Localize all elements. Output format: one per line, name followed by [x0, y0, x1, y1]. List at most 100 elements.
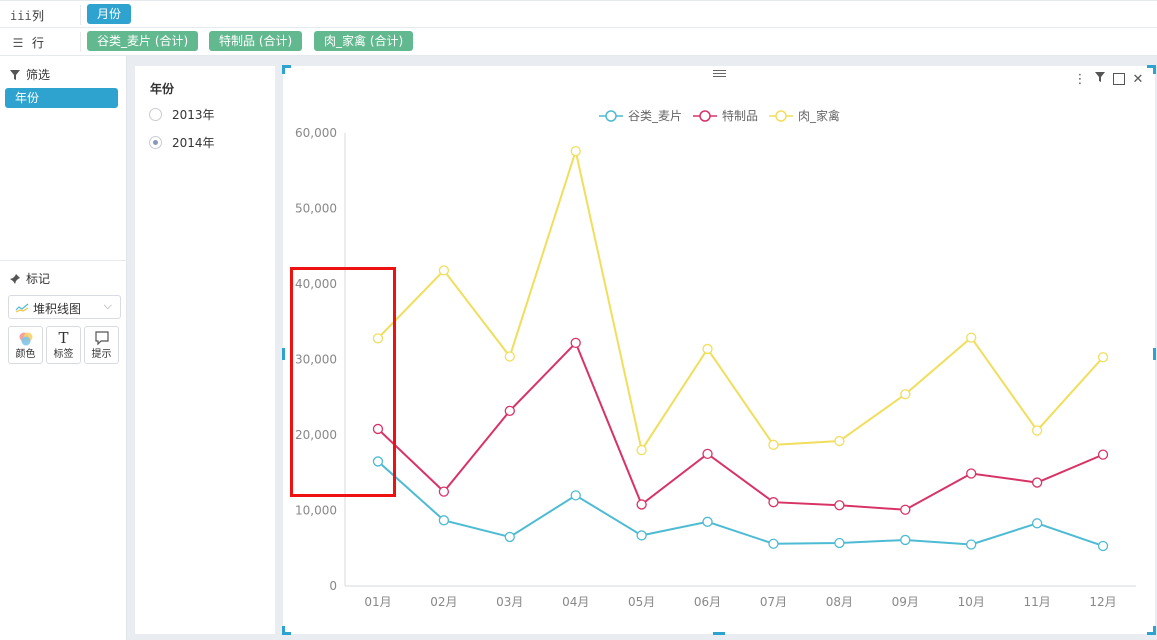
chart-series [372, 145, 1109, 552]
legend-swatch-marker [699, 110, 711, 122]
columns-shelf: iii 列 月份 [0, 0, 1157, 28]
x-tick-label: 06月 [694, 595, 721, 609]
series-line [377, 341, 1104, 511]
rows-pill-cereal[interactable]: 谷类_麦片 (合计) [87, 31, 199, 51]
year-option-2014[interactable]: 2014年 [149, 134, 215, 151]
resize-edge-handle[interactable] [1153, 348, 1156, 360]
y-tick-label: 30,000 [295, 353, 337, 367]
columns-icon: iii [10, 8, 32, 23]
drag-handle-icon[interactable] [713, 70, 726, 78]
data-point [1031, 477, 1043, 488]
rows-shelf-label: ☰ 行 [10, 34, 44, 51]
year-option-2013[interactable]: 2013年 [149, 106, 215, 123]
x-tick-label: 07月 [760, 595, 787, 609]
data-point [438, 515, 450, 526]
data-point [570, 490, 581, 501]
data-point [768, 538, 779, 549]
data-point [900, 504, 911, 515]
data-point [438, 265, 450, 276]
filter-section-header: 筛选 [9, 66, 50, 83]
data-point [834, 435, 845, 447]
columns-pill-month[interactable]: 月份 [87, 4, 132, 24]
filter-section-title: 筛选 [26, 68, 51, 82]
left-sidebar: 筛选 年份 标记 堆积线图 ⌵ 颜色 T 标签 [0, 56, 127, 640]
label-mark-label: 标签 [53, 349, 74, 360]
color-dots-icon [9, 327, 42, 349]
color-mark-button[interactable]: 颜色 [8, 326, 43, 364]
y-tick-label: 0 [329, 579, 337, 593]
data-point [636, 530, 647, 541]
columns-shelf-label: iii 列 [10, 7, 44, 24]
data-point [966, 332, 977, 343]
line-chart-icon [15, 303, 29, 313]
marks-section-title: 标记 [26, 272, 51, 286]
more-vertical-icon[interactable]: ⋮ [1073, 71, 1087, 87]
resize-corner-handle[interactable] [282, 65, 291, 74]
data-point [372, 333, 384, 344]
data-point [372, 423, 384, 435]
x-tick-label: 09月 [892, 595, 919, 609]
data-point [702, 343, 713, 355]
year-option-label: 2013年 [172, 108, 215, 122]
year-option-label: 2014年 [172, 136, 215, 150]
series-line [377, 147, 1104, 453]
resize-edge-handle[interactable] [282, 348, 285, 360]
rows-pill-meat-poultry[interactable]: 肉_家禽 (合计) [314, 31, 414, 51]
funnel-icon[interactable] [1093, 71, 1107, 87]
data-point [372, 456, 384, 467]
maximize-icon[interactable] [1113, 73, 1125, 85]
legend-swatch-marker [605, 110, 617, 122]
data-point [504, 405, 515, 416]
y-tick-label: 40,000 [295, 277, 337, 291]
highlight-annotation-box [290, 267, 396, 497]
data-point [966, 539, 977, 550]
chart-panel[interactable]: ⋮ ✕ 谷类_麦片 特制品 肉_家禽 0 10,000 20,000 30,000 40,0… [282, 65, 1156, 635]
radio-unchecked-icon[interactable] [149, 108, 162, 121]
data-point [768, 439, 779, 450]
data-point [900, 389, 911, 400]
year-filter-panel: 年份 2013年 2014年 [135, 66, 275, 634]
resize-corner-handle[interactable] [1147, 626, 1156, 635]
rows-label: 行 [32, 36, 45, 50]
x-tick-label: 01月 [364, 595, 391, 609]
x-tick-label: 08月 [826, 595, 853, 609]
data-point [702, 448, 713, 460]
rows-shelf: ☰ 行 谷类_麦片 (合计) 特制品 (合计) 肉_家禽 (合计) [0, 28, 1157, 56]
data-point [636, 499, 647, 510]
tooltip-mark-label: 提示 [91, 349, 112, 360]
chart-toolbar: ⋮ ✕ [1073, 71, 1145, 87]
marks-section-header: 标记 [9, 270, 50, 287]
tooltip-mark-button[interactable]: 提示 [84, 326, 119, 364]
pin-icon [10, 273, 20, 284]
data-point [900, 534, 911, 546]
resize-corner-handle[interactable] [1147, 65, 1156, 74]
data-point [702, 516, 713, 527]
data-point [570, 337, 581, 349]
data-point [966, 468, 977, 479]
radio-checked-icon[interactable] [149, 136, 162, 149]
year-filter-title: 年份 [150, 82, 175, 96]
x-tick-label: 12月 [1089, 595, 1116, 609]
resize-edge-handle[interactable] [713, 632, 725, 635]
text-t-icon: T [58, 329, 69, 347]
close-icon[interactable]: ✕ [1132, 71, 1144, 87]
rows-pill-specialty[interactable]: 特制品 (合计) [209, 31, 303, 51]
x-tick-label: 11月 [1023, 595, 1050, 609]
mark-type-label: 堆积线图 [33, 302, 82, 316]
filter-pill-year[interactable]: 年份 [5, 88, 118, 108]
data-point [834, 537, 845, 549]
series-line [377, 460, 1104, 547]
legend-entry-label: 谷类_麦片 [628, 109, 682, 123]
resize-corner-handle[interactable] [282, 626, 291, 635]
y-tick-label: 50,000 [295, 202, 337, 216]
x-tick-label: 10月 [958, 595, 985, 609]
mark-type-select[interactable]: 堆积线图 ⌵ [8, 295, 121, 319]
legend-swatch-marker [775, 110, 787, 122]
data-point [768, 497, 779, 508]
data-point [504, 531, 515, 543]
label-mark-button[interactable]: T 标签 [46, 326, 81, 364]
y-tick-label: 20,000 [295, 428, 337, 442]
shelf-divider [80, 5, 81, 25]
y-tick-label: 10,000 [295, 504, 337, 518]
data-point [834, 500, 845, 511]
